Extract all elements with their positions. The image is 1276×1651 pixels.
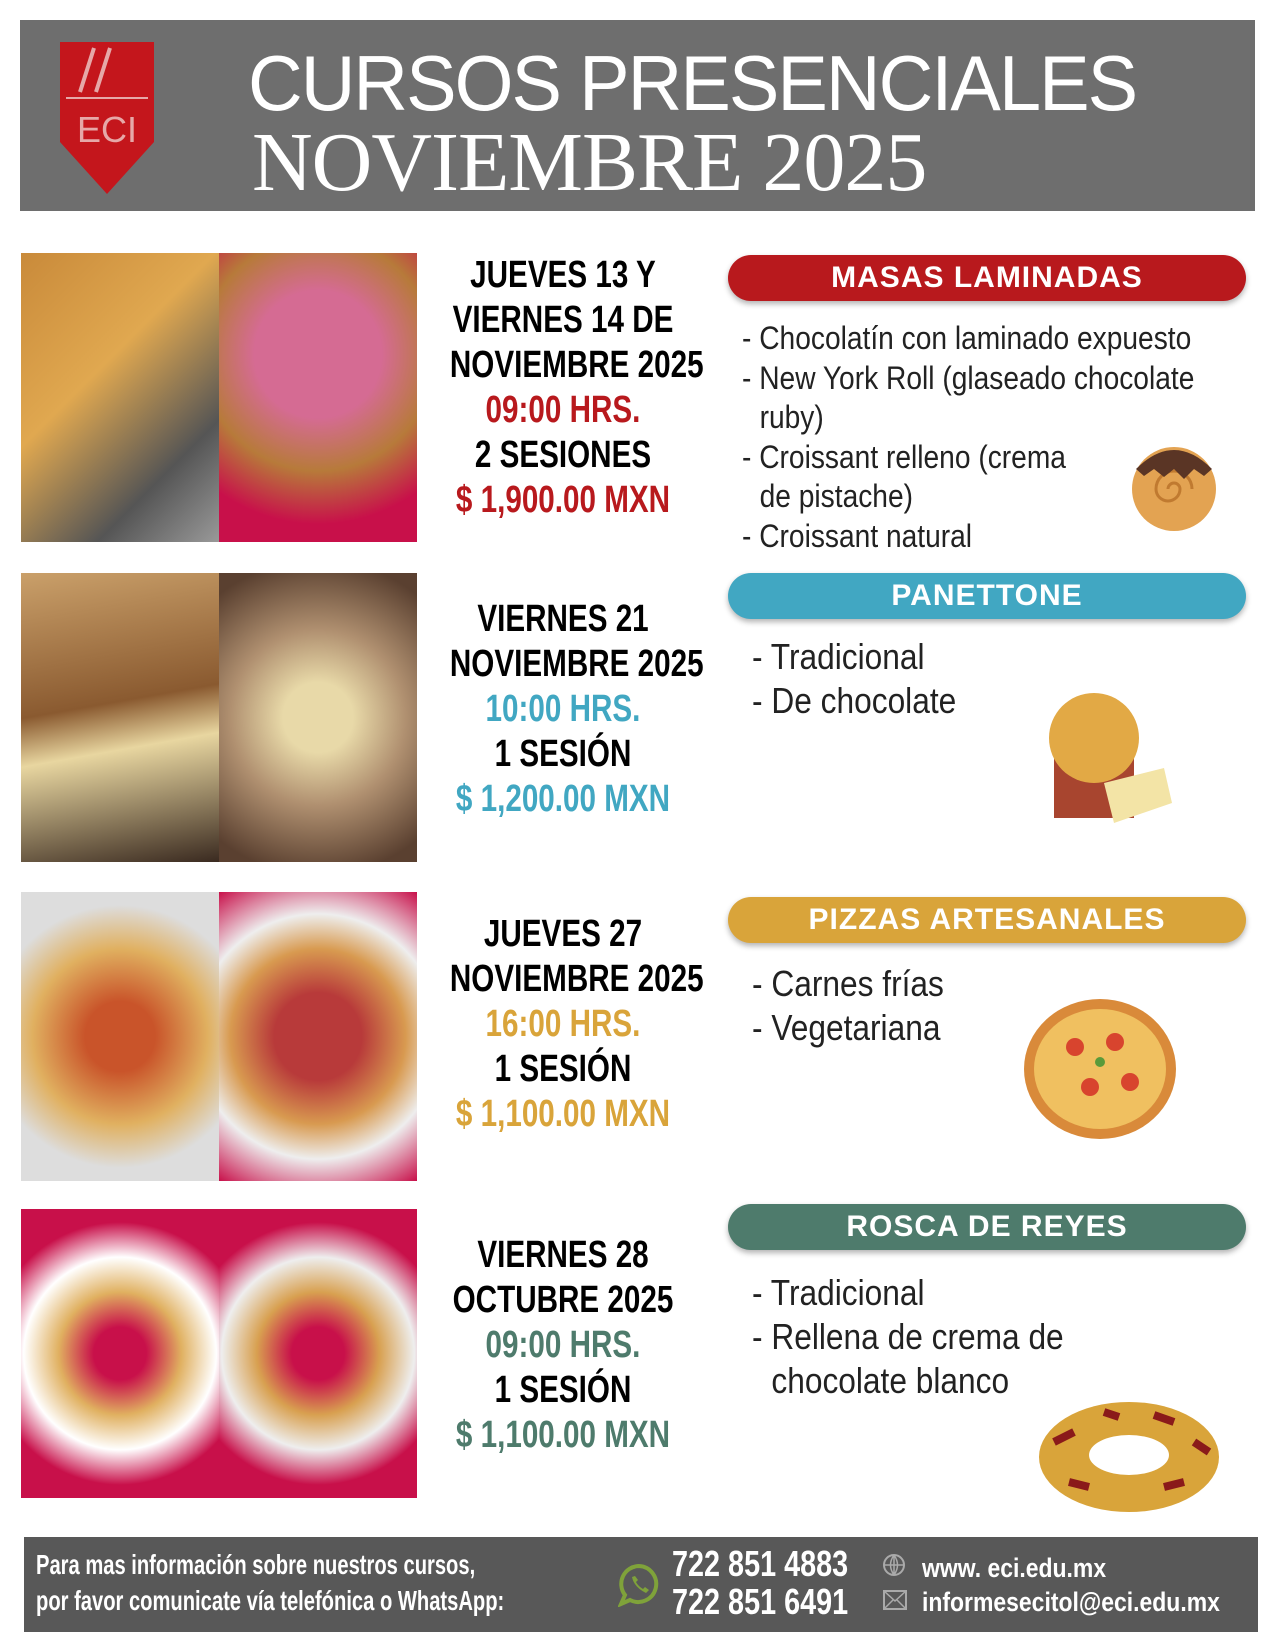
- pizza-icon: [1024, 999, 1176, 1139]
- header-banner: ECI CURSOS PRESENCIALES NOVIEMBRE 2025: [20, 20, 1255, 211]
- course-item: ruby): [759, 399, 824, 435]
- course-photos: [21, 1209, 417, 1498]
- phone-number[interactable]: 722 851 4883: [672, 1543, 849, 1584]
- course-date: NOVIEMBRE 2025: [449, 958, 704, 1000]
- course-price: $ 1,100.00 MXN: [455, 1093, 671, 1135]
- course-photos: [21, 573, 417, 862]
- course-date: JUEVES 27: [483, 913, 643, 955]
- course-sessions: 2 SESIONES: [474, 434, 652, 476]
- mail-icon: [883, 1590, 907, 1610]
- email-link[interactable]: informesecitol@eci.edu.mx: [922, 1587, 1220, 1617]
- course-date: VIERNES 28: [477, 1234, 649, 1276]
- course-price: $ 1,100.00 MXN: [455, 1414, 671, 1456]
- course-item: - Croissant relleno (crema: [742, 438, 1066, 475]
- course-time: 09:00 HRS.: [485, 1324, 641, 1366]
- globe-icon: [883, 1554, 905, 1576]
- title-line2: NOVIEMBRE 2025: [252, 116, 927, 209]
- course-item: - Croissant natural: [742, 517, 973, 554]
- course-item: - Chocolatín con laminado expuesto: [742, 320, 1192, 356]
- course-title: PIZZAS ARTESANALES: [728, 897, 1246, 943]
- whatsapp-icon: [618, 1563, 659, 1607]
- course-photos: [21, 253, 417, 542]
- course-photos: [21, 892, 417, 1181]
- eci-logo: ECI: [60, 42, 154, 194]
- course-date: VIERNES 14 DE: [452, 299, 674, 341]
- rosca-icon: [1039, 1402, 1219, 1512]
- course-item: - Vegetariana: [752, 1007, 941, 1048]
- course-item: - New York Roll (glaseado chocolate: [742, 359, 1195, 396]
- course-title: ROSCA DE REYES: [728, 1204, 1246, 1250]
- course-date: OCTUBRE 2025: [452, 1279, 674, 1321]
- course-time: 10:00 HRS.: [485, 688, 641, 730]
- course-sessions: 1 SESIÓN: [494, 733, 632, 775]
- course-sessions: 1 SESIÓN: [494, 1048, 632, 1090]
- course-time: 16:00 HRS.: [485, 1003, 641, 1045]
- course-item: - Tradicional: [752, 1272, 925, 1313]
- footer-text: por favor comunicate vía telefónica o Wh…: [36, 1585, 505, 1616]
- course-item: chocolate blanco: [771, 1360, 1010, 1401]
- contact-footer: Para mas información sobre nuestros curs…: [24, 1537, 1258, 1632]
- course-title: PANETTONE: [728, 573, 1246, 619]
- course-item: - Rellena de crema de: [752, 1316, 1064, 1357]
- website-link[interactable]: www. eci.edu.mx: [922, 1553, 1107, 1583]
- course-date: NOVIEMBRE 2025: [449, 344, 704, 386]
- course-item: de pistache): [759, 478, 914, 514]
- course-date: VIERNES 21: [477, 598, 649, 640]
- course-time: 09:00 HRS.: [485, 389, 641, 431]
- panettone-icon: [1049, 693, 1172, 823]
- course-date: JUEVES 13 Y: [470, 254, 656, 296]
- footer-text: Para mas información sobre nuestros curs…: [36, 1549, 476, 1580]
- svg-text:ECI: ECI: [77, 109, 137, 150]
- course-title: MASAS LAMINADAS: [728, 255, 1246, 301]
- course-price: $ 1,900.00 MXN: [455, 479, 671, 521]
- cinnamon-roll-icon: [1132, 447, 1216, 531]
- course-item: - Carnes frías: [752, 963, 944, 1004]
- phone-number[interactable]: 722 851 6491: [672, 1581, 849, 1622]
- course-sessions: 1 SESIÓN: [494, 1369, 632, 1411]
- course-date: NOVIEMBRE 2025: [449, 643, 704, 685]
- course-item: - De chocolate: [752, 680, 957, 721]
- title-line1: CURSOS PRESENCIALES: [248, 39, 1138, 127]
- course-item: - Tradicional: [752, 636, 925, 677]
- course-price: $ 1,200.00 MXN: [455, 778, 671, 820]
